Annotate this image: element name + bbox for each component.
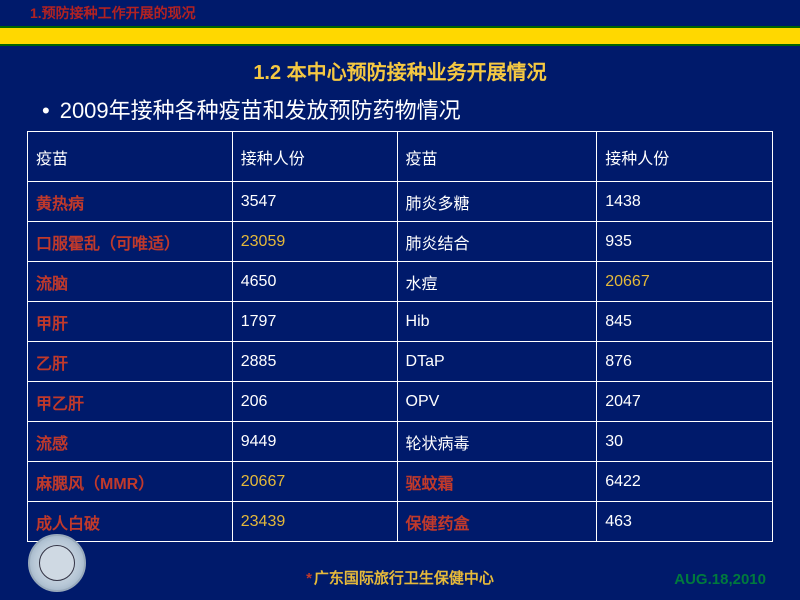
table-cell: 3547 bbox=[232, 182, 397, 222]
table-header-row: 疫苗 接种人份 疫苗 接种人份 bbox=[28, 132, 773, 182]
bullet-line: • 2009年接种各种疫苗和发放预防药物情况 bbox=[42, 93, 800, 125]
footer-org: *广东国际旅行卫生保健中心 bbox=[306, 567, 494, 588]
table-row: 成人白破23439保健药盒463 bbox=[28, 502, 773, 542]
table-cell: 黄热病 bbox=[28, 182, 233, 222]
breadcrumb-bar: 1.预防接种工作开展的现况 bbox=[0, 0, 800, 26]
table-cell: 2047 bbox=[597, 382, 773, 422]
table-cell: 206 bbox=[232, 382, 397, 422]
bullet-icon: • bbox=[42, 98, 50, 123]
table-cell: 流感 bbox=[28, 422, 233, 462]
table-cell: 轮状病毒 bbox=[397, 422, 597, 462]
table-cell: 1438 bbox=[597, 182, 773, 222]
table-cell: 20667 bbox=[597, 262, 773, 302]
table-cell: 保健药盒 bbox=[397, 502, 597, 542]
table-cell: 肺炎结合 bbox=[397, 222, 597, 262]
table-cell: 30 bbox=[597, 422, 773, 462]
table-cell: 935 bbox=[597, 222, 773, 262]
table-cell: 20667 bbox=[232, 462, 397, 502]
footer: *广东国际旅行卫生保健中心 AUG.18,2010 bbox=[0, 554, 800, 594]
table-row: 口服霍乱（可唯适）23059肺炎结合935 bbox=[28, 222, 773, 262]
table-cell: 845 bbox=[597, 302, 773, 342]
table-row: 乙肝2885DTaP876 bbox=[28, 342, 773, 382]
table-row: 麻腮风（MMR）20667驱蚊霜6422 bbox=[28, 462, 773, 502]
table-cell: OPV bbox=[397, 382, 597, 422]
table-cell: 4650 bbox=[232, 262, 397, 302]
table-cell: 甲肝 bbox=[28, 302, 233, 342]
table-cell: 1797 bbox=[232, 302, 397, 342]
table-cell: 驱蚊霜 bbox=[397, 462, 597, 502]
table-cell: 6422 bbox=[597, 462, 773, 502]
table-row: 甲肝1797Hib845 bbox=[28, 302, 773, 342]
table-cell: 23059 bbox=[232, 222, 397, 262]
section-title: 1.2 本中心预防接种业务开展情况 bbox=[0, 56, 800, 85]
table-cell: 水痘 bbox=[397, 262, 597, 302]
th-vaccine-b: 疫苗 bbox=[397, 132, 597, 182]
footer-org-text: 广东国际旅行卫生保健中心 bbox=[314, 570, 494, 587]
th-vaccine-a: 疫苗 bbox=[28, 132, 233, 182]
table-row: 流感9449轮状病毒30 bbox=[28, 422, 773, 462]
table-cell: 流脑 bbox=[28, 262, 233, 302]
th-count-a: 接种人份 bbox=[232, 132, 397, 182]
divider-band bbox=[0, 26, 800, 46]
table-cell: 463 bbox=[597, 502, 773, 542]
footer-date: AUG.18,2010 bbox=[674, 571, 766, 588]
table-cell: 口服霍乱（可唯适） bbox=[28, 222, 233, 262]
table-cell: 乙肝 bbox=[28, 342, 233, 382]
footnote-star-icon: * bbox=[306, 570, 312, 587]
table-row: 甲乙肝206OPV2047 bbox=[28, 382, 773, 422]
table-row: 流脑4650水痘20667 bbox=[28, 262, 773, 302]
table-row: 黄热病3547肺炎多糖1438 bbox=[28, 182, 773, 222]
vaccine-table: 疫苗 接种人份 疫苗 接种人份 黄热病3547肺炎多糖1438口服霍乱（可唯适）… bbox=[27, 131, 773, 542]
table-cell: 肺炎多糖 bbox=[397, 182, 597, 222]
table-cell: 麻腮风（MMR） bbox=[28, 462, 233, 502]
th-count-b: 接种人份 bbox=[597, 132, 773, 182]
breadcrumb: 1.预防接种工作开展的现况 bbox=[30, 3, 196, 23]
org-logo bbox=[28, 534, 86, 592]
bullet-text: 2009年接种各种疫苗和发放预防药物情况 bbox=[60, 98, 461, 123]
table-cell: 23439 bbox=[232, 502, 397, 542]
table-cell: 9449 bbox=[232, 422, 397, 462]
table-cell: 876 bbox=[597, 342, 773, 382]
table-cell: DTaP bbox=[397, 342, 597, 382]
table-cell: 甲乙肝 bbox=[28, 382, 233, 422]
org-logo-inner bbox=[39, 545, 75, 581]
table-cell: Hib bbox=[397, 302, 597, 342]
table-cell: 2885 bbox=[232, 342, 397, 382]
